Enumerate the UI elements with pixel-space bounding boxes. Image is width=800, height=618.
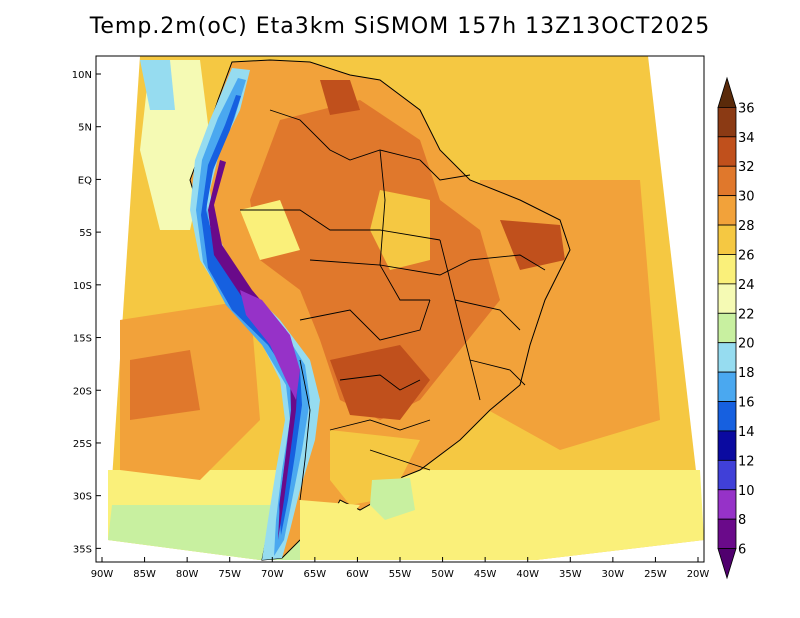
- lat-tick-label: 5S: [79, 228, 92, 239]
- colorbar-bottom-arrow: [717, 548, 737, 580]
- lon-tick-label: 40W: [516, 569, 539, 580]
- country-borders: [240, 109, 546, 501]
- colorbar-label: 12: [738, 454, 755, 469]
- lon-tick-label: 65W: [304, 569, 327, 580]
- colorbar-swatch: [717, 459, 737, 491]
- colorbar-swatch: [717, 224, 737, 255]
- lon-tick-label: 60W: [346, 569, 369, 580]
- lon-tick-label: 55W: [389, 569, 412, 580]
- patagonia-cool: [300, 500, 360, 545]
- lon-tick-label: 75W: [218, 569, 241, 580]
- colorbar-label: 18: [738, 366, 755, 381]
- colorbar-label: 16: [738, 396, 755, 411]
- lon-tick-label: 70W: [261, 569, 284, 580]
- colorbar-label: 36: [738, 101, 755, 116]
- colorbar-label: 20: [738, 337, 755, 352]
- lat-tick-label: 15S: [73, 334, 92, 345]
- lon-tick-label: 35W: [559, 569, 582, 580]
- colorbar-swatch: [717, 312, 737, 344]
- lat-tick-label: 10N: [72, 70, 92, 81]
- colorbar-label: 6: [738, 543, 746, 558]
- colorbar-label: 28: [738, 219, 755, 234]
- colorbar-swatch: [717, 489, 737, 520]
- lat-tick-label: 25S: [73, 439, 92, 450]
- colorbar-swatch: [717, 430, 737, 461]
- lat-tick-label: 5N: [78, 123, 92, 134]
- lon-tick-label: 30W: [602, 569, 625, 580]
- colorbar-label: 26: [738, 248, 755, 263]
- southern-cone-warm: [330, 430, 420, 505]
- pantanal-hot-spot: [330, 345, 430, 420]
- west-amazon-cool-patch: [240, 200, 300, 260]
- longitude-axis: 90W 85W 80W 75W 70W 65W 60W 55W 50W 45W 40W 35W 30W 2…: [91, 557, 710, 580]
- colorbar-label: 8: [738, 513, 746, 528]
- colorbar-label: 32: [738, 160, 755, 175]
- lon-tick-label: 25W: [644, 569, 667, 580]
- colorbar-label: 10: [738, 484, 755, 499]
- southwest-cool-band: [108, 505, 300, 560]
- pacific-hot-spot: [130, 350, 200, 420]
- lat-tick-label: 35S: [73, 544, 92, 555]
- lon-tick-label: 85W: [133, 569, 156, 580]
- colorbar-top-arrow: [717, 76, 737, 108]
- lon-tick-label: 80W: [176, 569, 199, 580]
- colorbar-swatch: [717, 136, 737, 167]
- colorbar-label: 14: [738, 425, 755, 440]
- colorbar-swatch: [717, 518, 737, 549]
- lat-tick-label: 10S: [73, 281, 92, 292]
- lat-tick-label: 30S: [73, 492, 92, 503]
- colorbar-swatch: [717, 283, 737, 314]
- lat-tick-label: EQ: [78, 175, 92, 186]
- colorbar-swatch: [717, 342, 737, 373]
- lon-tick-label: 20W: [687, 569, 710, 580]
- north-hot-spot: [320, 80, 360, 115]
- colorbar-swatch: [717, 195, 737, 226]
- colorbar-swatch: [717, 107, 737, 138]
- lat-tick-label: 20S: [73, 386, 92, 397]
- colorbar-label: 22: [738, 307, 755, 322]
- map-title: Temp.2m(oC) Eta3km SiSMOM 157h 13Z13OCT2…: [89, 14, 711, 39]
- lon-tick-label: 45W: [474, 569, 497, 580]
- pacific-cold-spot: [140, 60, 175, 110]
- altiplano-cold-core: [240, 290, 300, 400]
- latitude-axis: 10N 5N EQ 5S 10S 15S 20S 25S 30S 35S: [72, 70, 101, 555]
- colorbar-swatch: [717, 401, 737, 432]
- colorbar-label: 24: [738, 278, 755, 293]
- colorbar-label: 30: [738, 190, 755, 205]
- lon-tick-label: 50W: [431, 569, 454, 580]
- lon-tick-label: 90W: [91, 569, 114, 580]
- colorbar-label: 34: [738, 131, 755, 146]
- colorbar-swatch: [717, 254, 737, 285]
- colorbar-swatch: [717, 165, 737, 197]
- amazon-cool-patch: [370, 190, 430, 270]
- northeast-hot-spot: [500, 220, 565, 270]
- uruguay-cool: [370, 478, 415, 520]
- interior-hot-zone: [250, 100, 500, 420]
- colorbar-swatch: [717, 371, 737, 402]
- colorbar: 36 34 32 30 28 26 24 22 20 18 16 14 12 10 8 6: [717, 76, 755, 580]
- temperature-field: [96, 56, 704, 562]
